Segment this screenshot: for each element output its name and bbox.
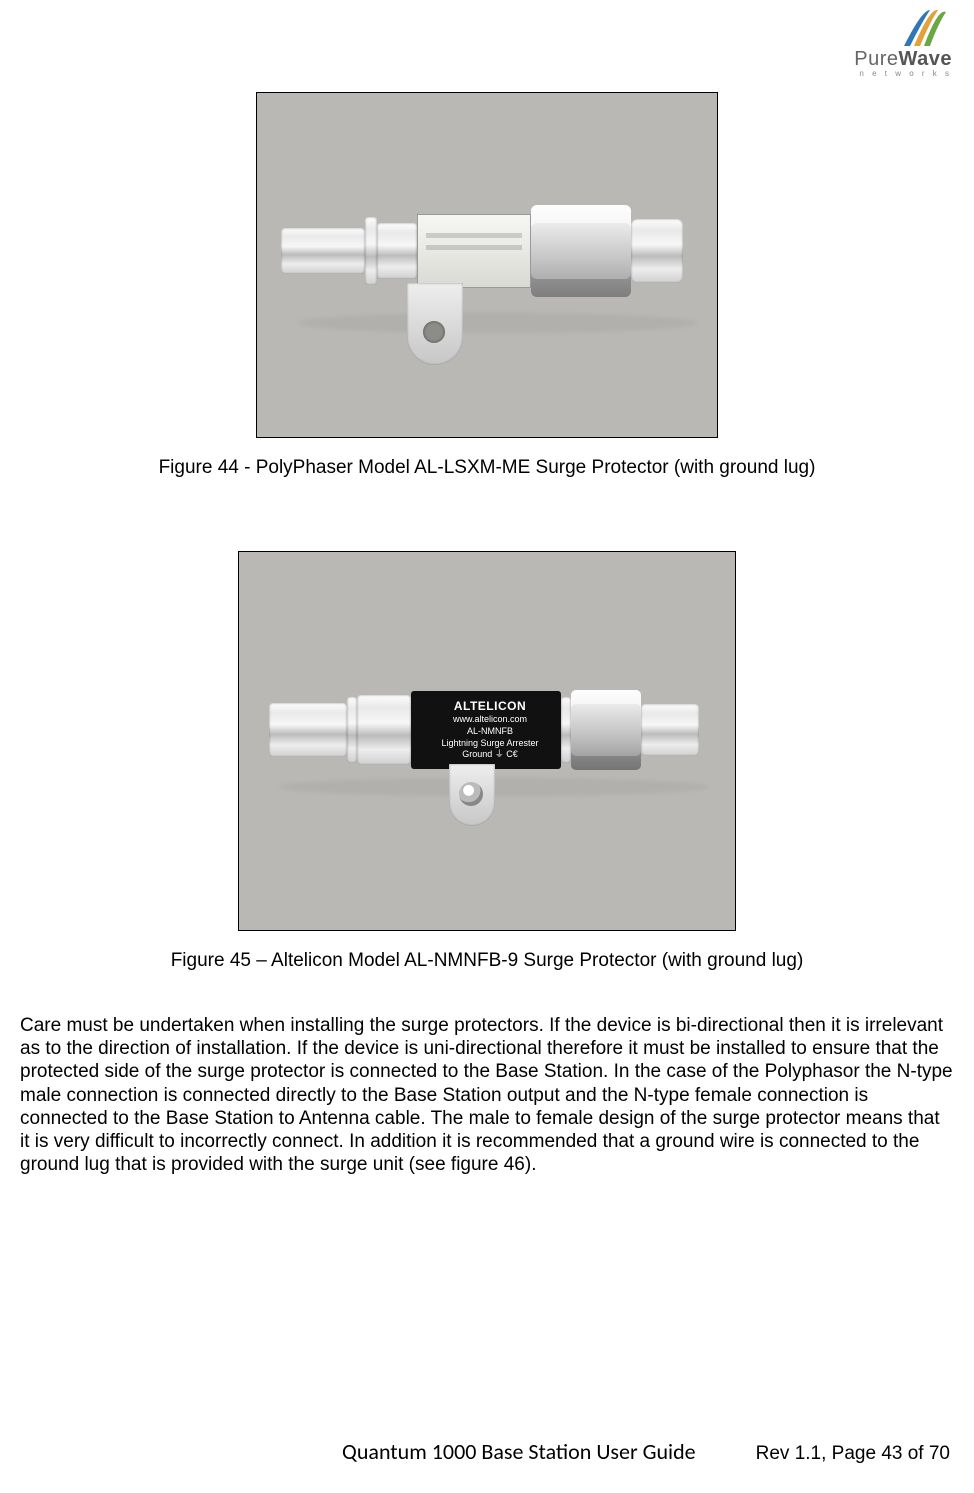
- device-url: www.altelicon.com: [419, 715, 561, 725]
- brand-logo-subtext: n e t w o r k s: [854, 69, 952, 78]
- device-ground-ce: Ground ⏚ C€: [419, 750, 561, 760]
- page-footer: Quantum 1000 Base Station User Guide Rev…: [0, 1438, 974, 1465]
- connector-right: [641, 704, 699, 756]
- device-desc: Lightning Surge Arrester: [419, 739, 561, 749]
- device-label-body: [417, 214, 531, 288]
- body-paragraph: Care must be undertaken when installing …: [20, 1014, 954, 1176]
- ring-right: [561, 697, 571, 763]
- brand-logo-mark: [898, 8, 952, 50]
- ring: [347, 697, 357, 763]
- end-cap: [631, 219, 683, 283]
- logo-swoosh-icon: [898, 8, 952, 50]
- hex-nut: [531, 205, 631, 297]
- figure-44-image: [256, 92, 718, 438]
- mid-collar: [377, 223, 417, 279]
- figure-44-device: [281, 205, 693, 297]
- figure-45-device: ALTELICON www.altelicon.com AL-NMNFB Lig…: [269, 690, 705, 770]
- figure-44: Figure 44 - PolyPhaser Model AL-LSXM-ME …: [20, 0, 954, 479]
- brand-logo: PureWave n e t w o r k s: [854, 8, 952, 78]
- figure-45-caption: Figure 45 – Altelicon Model AL-NMNFB-9 S…: [20, 950, 954, 972]
- connector-left: [269, 703, 347, 757]
- device-brand: ALTELICON: [419, 700, 561, 713]
- figure-44-shadow: [297, 313, 697, 333]
- device-black-body: ALTELICON www.altelicon.com AL-NMNFB Lig…: [411, 691, 561, 769]
- figure-45: ALTELICON www.altelicon.com AL-NMNFB Lig…: [20, 551, 954, 972]
- brand-word-bold: Wave: [898, 48, 952, 70]
- footer-title: Quantum 1000 Base Station User Guide: [342, 1438, 696, 1465]
- brand-word-light: Pure: [854, 48, 898, 70]
- footer-rev: Rev 1.1, Page 43 of 70: [756, 1443, 950, 1465]
- figure-45-image: ALTELICON www.altelicon.com AL-NMNFB Lig…: [238, 551, 736, 931]
- flange: [365, 217, 377, 285]
- ground-lug: [449, 764, 495, 826]
- collar-left: [357, 695, 411, 765]
- connector-threads: [281, 228, 365, 274]
- hex-nut-right: [571, 690, 641, 770]
- figure-44-caption: Figure 44 - PolyPhaser Model AL-LSXM-ME …: [20, 457, 954, 479]
- page: PureWave n e t w o r k s Figure 44 - Pol…: [0, 0, 974, 1493]
- brand-logo-text: PureWave: [854, 48, 952, 71]
- device-model: AL-NMNFB: [419, 727, 561, 737]
- ground-lug: [407, 283, 463, 365]
